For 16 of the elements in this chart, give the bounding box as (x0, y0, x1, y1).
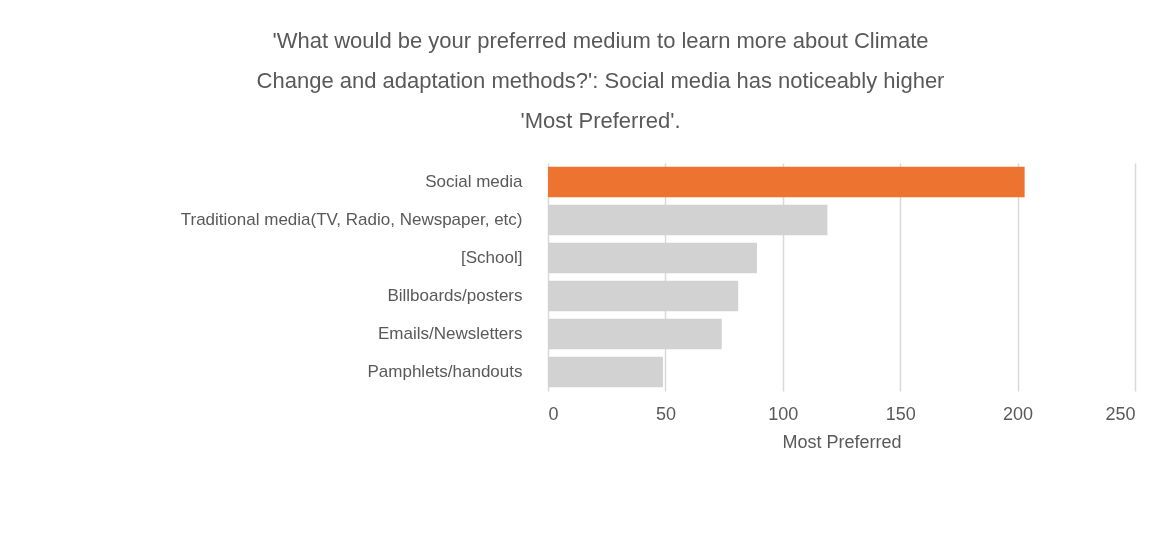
y-tick-label: Emails/Newsletters (377, 324, 523, 343)
y-tick-label: Billboards/posters (387, 286, 523, 305)
x-tick-label: 50 (655, 403, 676, 424)
text: 'Most Preferred'. (520, 108, 681, 133)
y-tick-label: Pamphlets/handouts (367, 362, 523, 381)
x-axis-title: Most Preferred (782, 431, 902, 452)
text: 'What would be your preferred medium to learn more about Climate (272, 28, 929, 53)
x-tick-label: 150 (885, 403, 916, 424)
text: Change and adaptation methods?': Social media has noticeably higher (256, 68, 945, 93)
x-tick-label: 0 (548, 403, 559, 424)
y-tick-label: Traditional media(TV, Radio, Newspaper, etc) (180, 210, 523, 229)
x-tick-label: 200 (1003, 403, 1034, 424)
y-tick-label: [School] (461, 248, 523, 267)
y-tick-label: Social media (425, 172, 524, 191)
x-tick-label: 250 (1105, 403, 1136, 424)
x-tick-label: 100 (768, 403, 799, 424)
